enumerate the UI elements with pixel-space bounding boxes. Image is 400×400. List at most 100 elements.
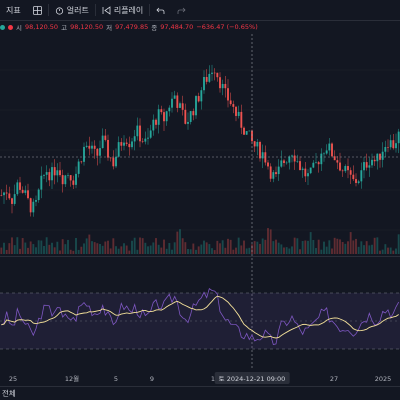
volume-bar xyxy=(203,240,205,254)
volume-bar xyxy=(181,238,184,254)
candle-body xyxy=(365,162,368,168)
candle-body xyxy=(373,159,376,162)
volume-bar xyxy=(16,237,19,254)
candle-body xyxy=(264,152,267,163)
volume-bar xyxy=(171,249,173,254)
candle-body xyxy=(355,179,357,183)
candle-body xyxy=(176,95,179,108)
volume-bar xyxy=(51,242,53,254)
volume-bar xyxy=(312,239,315,254)
volume-bar xyxy=(229,239,232,254)
volume-bar xyxy=(299,249,301,254)
candle-body xyxy=(75,173,77,185)
candle-body xyxy=(85,145,88,147)
volume-bar xyxy=(315,248,317,254)
volume-bar xyxy=(264,239,267,254)
candle-body xyxy=(384,146,387,152)
candle-body xyxy=(96,148,99,156)
volume-bar xyxy=(117,248,120,254)
volume-bar xyxy=(389,247,392,254)
volume-bar xyxy=(112,238,115,254)
volume-bar xyxy=(72,250,75,254)
replay-button[interactable]: 리플레이 xyxy=(96,0,149,20)
candle-body xyxy=(203,76,205,91)
candle-body xyxy=(99,148,101,156)
candle-body xyxy=(80,161,83,163)
candle-body xyxy=(192,111,195,116)
volume-bar xyxy=(328,240,331,254)
candle-body xyxy=(240,111,243,128)
volume-bar xyxy=(275,239,277,254)
volume-bar xyxy=(259,243,261,254)
volume-bar xyxy=(99,243,101,254)
volume-bar xyxy=(320,249,323,254)
crosshair-date-label: 토 2024-12-21 09:00 xyxy=(214,372,290,384)
grid xyxy=(0,69,400,231)
candle-body xyxy=(336,160,339,163)
candle-body xyxy=(48,172,51,181)
candle-body xyxy=(160,109,163,113)
volume-bar xyxy=(277,242,280,254)
volume-bar xyxy=(245,248,248,254)
range-all-button[interactable]: 전체 xyxy=(2,389,16,398)
volume-bar xyxy=(93,242,96,254)
volume-bar xyxy=(309,232,312,254)
candle-body xyxy=(237,111,240,116)
volume-bar xyxy=(267,228,269,254)
volume-bar xyxy=(173,242,176,254)
volume-bar xyxy=(136,249,139,254)
volume-bar xyxy=(235,247,237,254)
candle-body xyxy=(40,175,43,190)
layout-icon[interactable] xyxy=(27,0,48,20)
candle-body xyxy=(283,160,285,164)
candle-body xyxy=(157,109,160,125)
volume-bar xyxy=(307,240,309,254)
volume-bar xyxy=(368,245,371,254)
candle-body xyxy=(349,170,352,175)
candle-body xyxy=(72,180,75,185)
candle-body xyxy=(208,73,211,82)
volume-bar xyxy=(184,242,187,254)
indicators-button[interactable]: 지표 xyxy=(6,5,21,15)
candle-body xyxy=(133,136,136,142)
volume-bar xyxy=(232,249,235,254)
candle-body xyxy=(5,192,8,194)
candle-body xyxy=(115,156,117,167)
volume-bar xyxy=(253,241,256,254)
volume-bar xyxy=(208,244,211,254)
candle-body xyxy=(213,72,216,74)
undo-button[interactable] xyxy=(150,0,171,20)
chart-canvas[interactable]: 2512월5916272025 xyxy=(0,0,400,386)
volume-bar xyxy=(147,246,149,254)
candle-body xyxy=(200,90,203,102)
volume-bar xyxy=(325,246,328,254)
volume-bar xyxy=(128,250,131,254)
volume-bar xyxy=(344,243,347,254)
candle-body xyxy=(61,175,64,185)
volume-bar xyxy=(256,241,259,254)
volume-bar xyxy=(341,242,344,254)
status-dot xyxy=(0,24,5,30)
candle-body xyxy=(245,131,248,135)
volume-bar xyxy=(301,241,304,254)
candle-body xyxy=(301,168,304,170)
volume-bar xyxy=(37,240,40,254)
candle-body xyxy=(21,189,24,193)
volume-bar xyxy=(83,243,85,254)
volume-bar xyxy=(304,240,307,254)
volume-bar xyxy=(125,245,128,254)
volume-bar xyxy=(363,245,365,254)
volume-bar xyxy=(357,246,360,254)
volume-bar xyxy=(77,249,80,254)
alert-button[interactable]: 얼러트 xyxy=(49,0,95,20)
candle-body xyxy=(368,165,371,168)
candle-body xyxy=(77,161,80,174)
candle-body xyxy=(32,201,35,213)
candle-body xyxy=(269,166,272,179)
candle-body xyxy=(37,189,40,201)
redo-button[interactable] xyxy=(171,0,192,20)
candle-body xyxy=(363,162,365,171)
volume-bar xyxy=(155,238,157,254)
candle-body xyxy=(56,170,59,176)
candle-body xyxy=(235,106,237,116)
